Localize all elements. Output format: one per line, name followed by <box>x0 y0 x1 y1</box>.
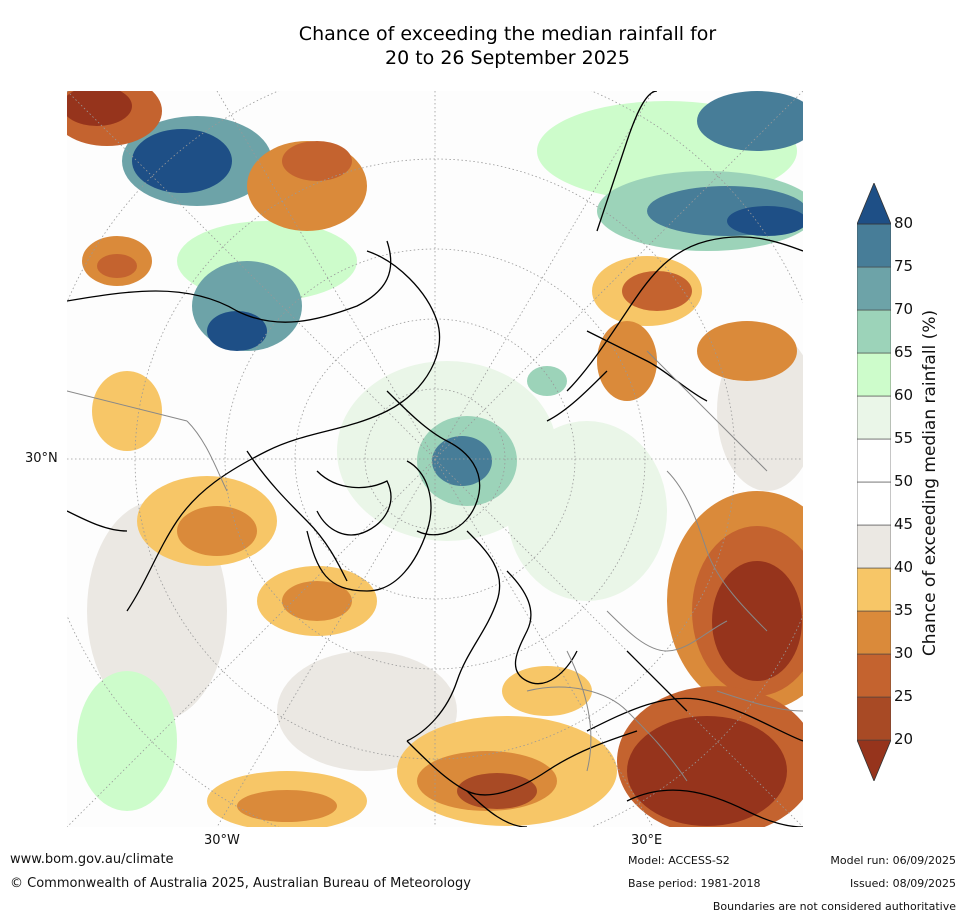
colorbar-segment <box>857 352 891 397</box>
rainfall-map <box>67 91 803 827</box>
colorbar-tick-label: 35 <box>894 601 914 619</box>
colorbar-tick-label: 65 <box>894 343 914 361</box>
title-line-1: Chance of exceeding the median rainfall … <box>298 23 717 45</box>
graticule <box>67 91 803 827</box>
colorbar <box>857 183 891 781</box>
colorbar-tick-label: 55 <box>894 429 914 447</box>
lon-label-30w: 30°W <box>204 833 240 848</box>
colorbar-label: Chance of exceeding median rainfall (%) <box>920 309 940 657</box>
colorbar-tick-label: 40 <box>894 558 914 576</box>
website-link[interactable]: www.bom.gov.au/climate <box>10 852 174 867</box>
colorbar-segment <box>857 266 891 311</box>
coastlines <box>67 91 803 827</box>
colorbar-segment <box>857 309 891 354</box>
colorbar-tick-label: 70 <box>894 300 914 318</box>
colorbar-tick-label: 30 <box>894 644 914 662</box>
copyright-text: © Commonwealth of Australia 2025, Austra… <box>10 876 471 891</box>
colorbar-tick-label: 50 <box>894 472 914 490</box>
colorbar-arrow-low <box>857 739 891 781</box>
colorbar-segment <box>857 395 891 440</box>
dry-anomalies <box>67 91 803 827</box>
chart-title: Chance of exceeding the median rainfall … <box>0 22 965 70</box>
model-run-date: Model run: 06/09/2025 <box>830 854 956 867</box>
model-name: Model: ACCESS-S2 <box>628 854 730 867</box>
colorbar-tick-label: 45 <box>894 515 914 533</box>
colorbar-tick-label: 20 <box>894 730 914 748</box>
colorbar-arrow-high <box>857 183 891 225</box>
country-borders <box>67 350 803 782</box>
colorbar-segment <box>857 524 891 569</box>
issued-date: Issued: 08/09/2025 <box>849 877 956 890</box>
lon-label-30e: 30°E <box>631 833 663 848</box>
disclaimer-text: Boundaries are not considered authoritat… <box>712 900 956 913</box>
title-line-2: 20 to 26 September 2025 <box>385 47 630 69</box>
colorbar-segment <box>857 223 891 268</box>
map-svg <box>67 91 803 827</box>
colorbar-segment <box>857 696 891 741</box>
colorbar-tick-label: 80 <box>894 214 914 232</box>
colorbar-segment <box>857 481 891 526</box>
colorbar-tick-label: 25 <box>894 687 914 705</box>
lat-label-30n: 30°N <box>25 451 58 466</box>
colorbar-segment <box>857 610 891 655</box>
colorbar-segment <box>857 438 891 483</box>
colorbar-tick-label: 60 <box>894 386 914 404</box>
base-period: Base period: 1981-2018 <box>628 877 761 890</box>
colorbar-segment <box>857 567 891 612</box>
colorbar-segment <box>857 653 891 698</box>
colorbar-tick-label: 75 <box>894 257 914 275</box>
